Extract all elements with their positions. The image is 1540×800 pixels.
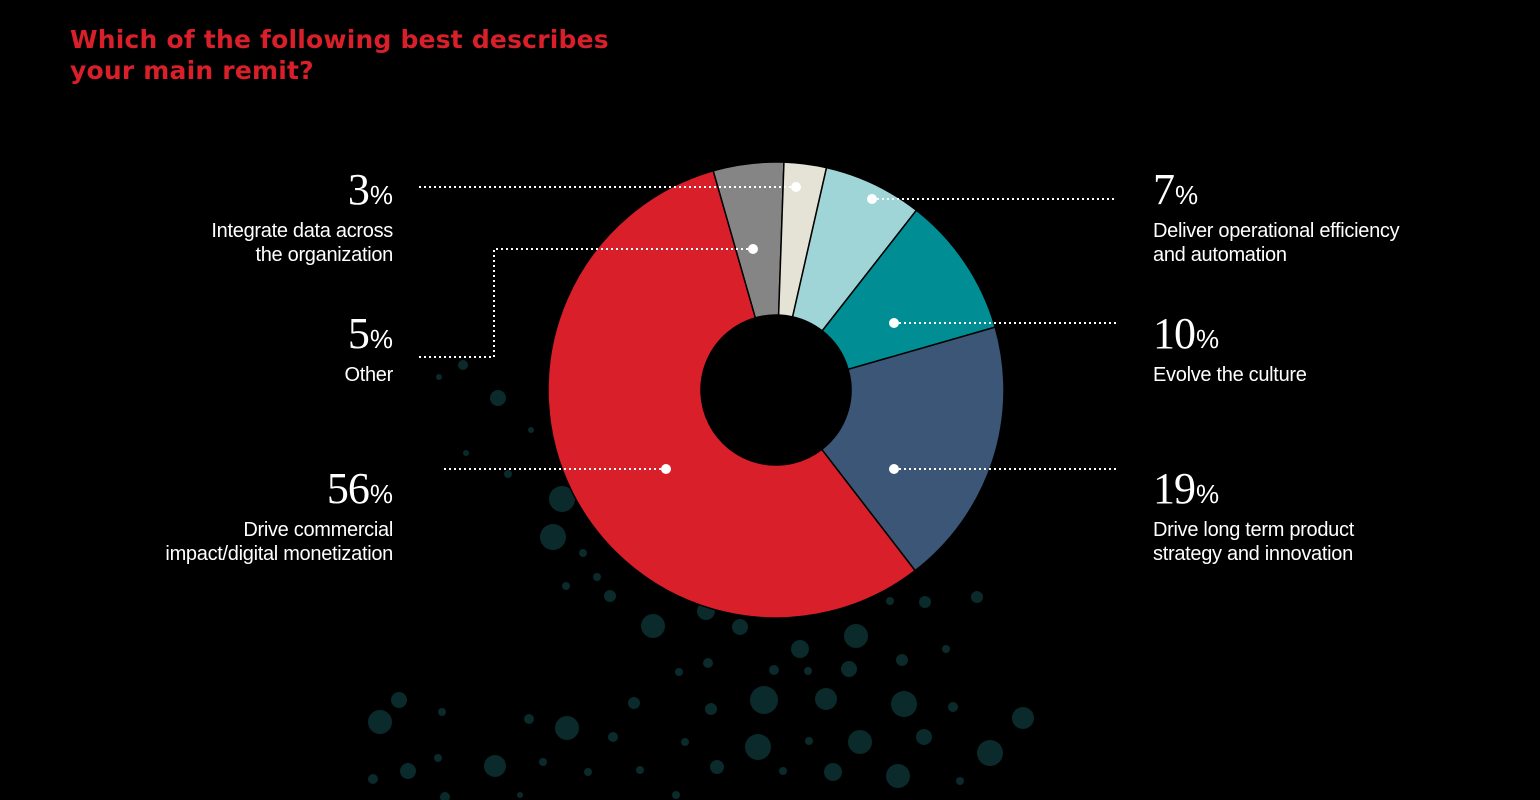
leader-marker-product xyxy=(889,464,899,474)
decorative-dot xyxy=(490,390,506,406)
decorative-dot xyxy=(1012,707,1034,729)
decorative-dot-field xyxy=(368,360,1034,800)
decorative-dot xyxy=(681,738,689,746)
decorative-dot xyxy=(971,591,983,603)
slice-product xyxy=(820,326,1005,572)
decorative-dot xyxy=(805,737,813,745)
decorative-dot xyxy=(791,640,809,658)
decorative-dot xyxy=(400,763,416,779)
decorative-dot xyxy=(391,692,407,708)
label-culture: 10% Evolve the culture xyxy=(1153,312,1307,387)
decorative-dot xyxy=(549,486,575,512)
decorative-dot xyxy=(524,714,534,724)
decorative-dot xyxy=(579,549,587,557)
decorative-dot xyxy=(628,697,640,709)
decorative-dot xyxy=(891,691,917,717)
decorative-dot xyxy=(916,729,932,745)
slice-culture xyxy=(821,209,997,371)
decorative-dot xyxy=(438,708,446,716)
decorative-dot xyxy=(948,702,958,712)
leader-marker-operational xyxy=(867,194,877,204)
donut-slices xyxy=(547,161,1005,619)
category-label-other: Other xyxy=(344,364,393,386)
decorative-dot xyxy=(368,710,392,734)
decorative-dot xyxy=(672,791,680,799)
chart-title-line-1: Which of the following best describes xyxy=(70,25,609,54)
label-integrate: 3% Integrate data across the organizatio… xyxy=(211,168,393,267)
decorative-dot xyxy=(484,755,506,777)
decorative-dot xyxy=(886,764,910,788)
decorative-dot xyxy=(977,740,1003,766)
decorative-dot xyxy=(528,427,534,433)
decorative-dot xyxy=(593,573,601,581)
decorative-dot xyxy=(841,661,857,677)
slice-commercial xyxy=(547,169,917,619)
decorative-dot xyxy=(824,763,842,781)
leader-marker-other xyxy=(748,244,758,254)
decorative-dot xyxy=(705,703,717,715)
chart-title-line-2: your main remit? xyxy=(70,56,314,85)
value-label-commercial: 56% xyxy=(326,464,393,513)
leader-marker-integrate xyxy=(791,182,801,192)
leader-marker-commercial xyxy=(661,464,671,474)
leader-lines xyxy=(416,182,1116,474)
leader-marker-culture xyxy=(889,318,899,328)
decorative-dot xyxy=(555,716,579,740)
value-label-integrate: 3% xyxy=(347,165,393,214)
decorative-dot xyxy=(436,374,442,380)
decorative-dot xyxy=(604,590,616,602)
decorative-dot xyxy=(919,596,931,608)
decorative-dot xyxy=(769,665,779,675)
decorative-dot xyxy=(539,758,547,766)
decorative-dot xyxy=(844,624,868,648)
decorative-dot xyxy=(540,524,566,550)
decorative-dot xyxy=(848,730,872,754)
decorative-dot xyxy=(745,734,771,760)
label-operational: 7% Deliver operational efficiency and au… xyxy=(1153,165,1400,267)
decorative-dot xyxy=(463,450,469,456)
decorative-dot xyxy=(504,470,512,478)
decorative-dot xyxy=(517,792,523,798)
decorative-dot xyxy=(440,792,450,800)
category-label-operational: Deliver operational efficiency and autom… xyxy=(1153,220,1400,266)
label-commercial: 56% Drive commercial impact/digital mone… xyxy=(165,467,393,566)
decorative-dot xyxy=(886,597,894,605)
value-label-culture: 10% xyxy=(1153,309,1220,358)
decorative-dot xyxy=(815,688,837,710)
decorative-dot xyxy=(636,766,644,774)
decorative-dot xyxy=(584,768,592,776)
value-label-other: 5% xyxy=(347,309,393,358)
chart-title: Which of the following best describes yo… xyxy=(70,24,609,86)
decorative-dot xyxy=(368,774,378,784)
decorative-dot xyxy=(458,360,468,370)
label-other: 5% Other xyxy=(344,312,393,387)
category-label-integrate: Integrate data across the organization xyxy=(211,220,393,266)
decorative-dot xyxy=(675,668,683,676)
value-label-product: 19% xyxy=(1153,464,1220,513)
leader-line-other xyxy=(416,248,753,358)
decorative-dot xyxy=(750,686,778,714)
decorative-dot xyxy=(641,614,665,638)
decorative-dot xyxy=(608,732,618,742)
decorative-dot xyxy=(804,667,812,675)
decorative-dot xyxy=(732,619,748,635)
value-label-operational: 7% xyxy=(1153,165,1199,214)
decorative-dot xyxy=(434,754,442,762)
category-label-commercial: Drive commercial impact/digital monetiza… xyxy=(165,519,393,565)
decorative-dot xyxy=(896,654,908,666)
decorative-dot xyxy=(710,760,724,774)
decorative-dot xyxy=(562,582,570,590)
category-label-culture: Evolve the culture xyxy=(1153,364,1307,386)
decorative-dot xyxy=(779,767,787,775)
decorative-dot xyxy=(703,658,713,668)
decorative-dot xyxy=(942,645,950,653)
category-label-product: Drive long term product strategy and inn… xyxy=(1153,519,1354,565)
label-product: 19% Drive long term product strategy and… xyxy=(1153,467,1354,566)
decorative-dot xyxy=(956,777,964,785)
